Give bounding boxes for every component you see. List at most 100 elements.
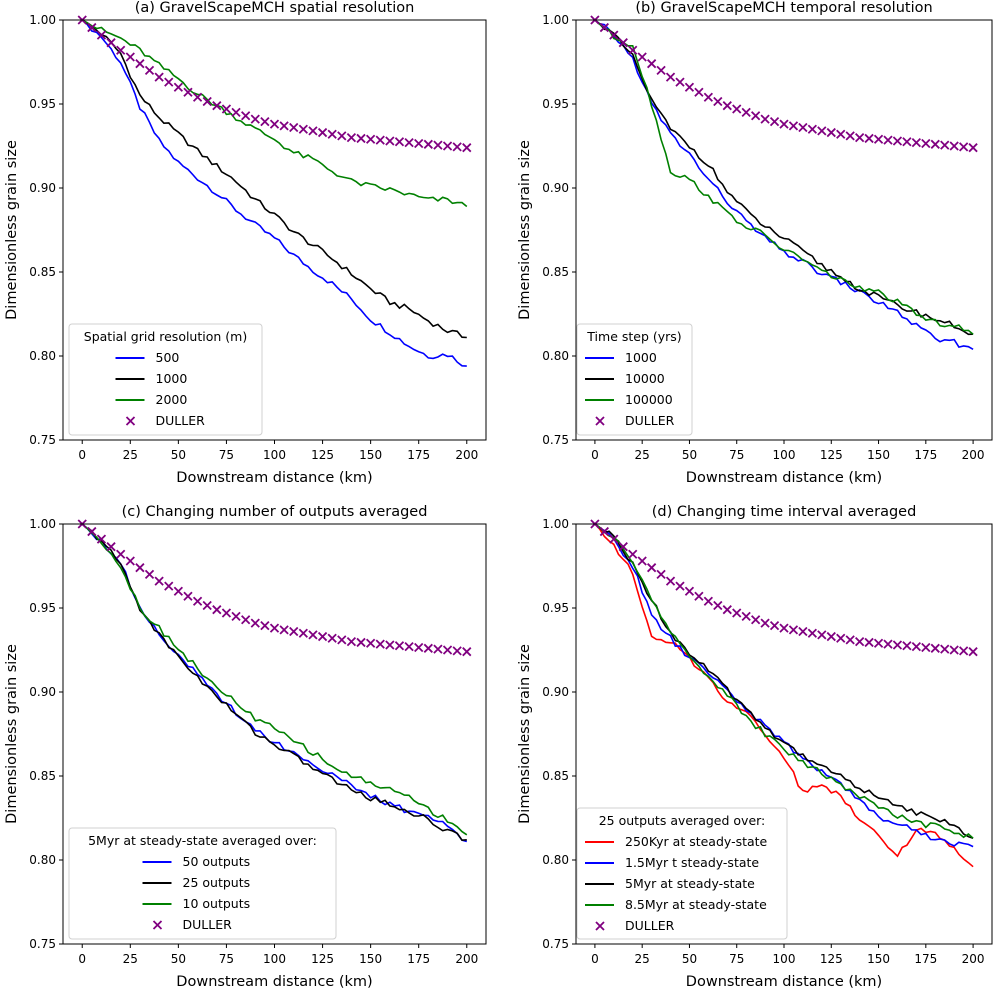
y-tick-label: 0.85 [29,769,56,783]
legend-entry-label: 1.5Myr t steady-state [625,855,759,870]
legend-marker-swatch [595,921,605,931]
data-point-marker [836,633,846,643]
data-point-marker [817,630,827,640]
data-point-marker [183,87,193,97]
x-tick-label: 0 [78,952,86,966]
x-tick-label: 175 [407,952,430,966]
data-point-marker [346,636,357,647]
data-point-marker [599,526,610,537]
legend-entry-label: 500 [156,350,180,365]
data-point-marker [798,626,808,637]
data-point-marker [221,608,232,618]
data-point-marker [703,92,714,102]
data-point-marker [854,636,865,647]
y-axis-label: Dimensionless grain size [4,140,20,320]
series-line-1000 [594,20,974,351]
data-point-marker [433,644,443,654]
series-line-5myr-at-steady-state [594,524,974,839]
data-point-marker [327,633,337,643]
data-point-marker [836,129,846,139]
x-axis-label: Downstream distance (km) [176,470,372,486]
legend-entry-label: 10000 [625,371,665,386]
data-point-marker [125,52,135,62]
data-point-marker [665,72,676,82]
data-point-marker [192,92,203,102]
y-tick-label: 1.00 [542,13,569,27]
data-point-marker [609,534,619,544]
series-line-50-outputs [81,524,468,843]
y-tick-label: 0.80 [29,349,56,363]
data-point-marker [769,621,780,631]
legend-entry-label: 5Myr at steady-state [625,876,755,891]
legend-box [576,323,693,436]
data-point-marker [675,581,685,591]
data-point-marker [807,628,818,638]
legend: Spatial grid resolution (m) 500 1000 2000 DU… [68,323,263,436]
y-axis-label: Dimensionless grain size [4,644,20,824]
data-point-marker [628,549,638,559]
y-tick-label: 0.75 [542,937,569,951]
data-point-marker [949,141,959,151]
data-point-marker [423,139,433,149]
series-line-25-outputs [81,524,467,842]
data-point-marker [958,646,969,656]
data-point-marker [250,618,260,628]
data-point-marker [202,600,212,611]
data-point-marker [911,138,922,148]
data-point-marker [665,576,676,586]
y-tick-label: 0.90 [542,181,569,195]
data-point-marker [930,643,940,653]
data-point-marker [250,114,260,124]
data-point-marker [260,621,270,631]
data-point-marker [930,139,940,149]
x-tick-label: 125 [820,952,843,966]
data-point-marker [385,640,395,650]
x-tick-label: 125 [311,952,334,966]
series-line-10000 [594,20,974,336]
data-point-marker [116,45,126,55]
y-tick-label: 1.00 [29,13,56,27]
data-point-marker [864,133,874,144]
series-line-100000 [594,20,974,335]
data-point-marker [317,631,328,642]
data-point-marker [106,38,116,48]
data-point-marker [106,542,116,552]
data-point-marker [826,127,836,138]
data-point-marker [298,124,308,134]
data-point-marker [375,639,385,649]
chart-title: (b) GravelScapeMCH temporal resolution [635,0,932,16]
panel-c: (c) Changing number of outputs averaged 0… [4,504,487,989]
legend-entry-label: 100000 [625,392,673,407]
data-point-marker [694,87,704,97]
data-point-marker [722,605,732,615]
legend-entry-label: DULLER [183,917,233,932]
data-point-marker [462,143,472,153]
data-point-marker [442,645,453,655]
data-point-marker [289,626,299,637]
x-tick-label: 75 [219,448,234,462]
data-point-marker [202,96,212,107]
x-tick-label: 75 [729,448,744,462]
data-point-marker [356,133,366,144]
data-point-marker [656,65,666,76]
data-point-marker [694,591,704,601]
data-point-marker [873,134,884,144]
x-tick-label: 25 [123,952,138,966]
data-point-marker [365,134,376,144]
data-point-marker [675,77,685,87]
series-line-1000 [81,20,467,339]
data-point-marker [911,642,922,652]
x-tick-label: 25 [635,952,650,966]
legend-entry-label: DULLER [625,918,675,933]
data-point-marker [346,132,357,143]
y-tick-label: 0.75 [29,937,56,951]
x-tick-label: 100 [773,448,796,462]
y-tick-label: 0.80 [29,853,56,867]
data-point-marker [423,643,433,653]
y-tick-label: 0.90 [29,181,56,195]
data-point-marker [231,611,241,622]
data-point-marker [845,131,855,141]
y-tick-label: 0.75 [29,433,56,447]
data-point-marker [385,136,395,146]
y-tick-label: 0.75 [542,433,569,447]
